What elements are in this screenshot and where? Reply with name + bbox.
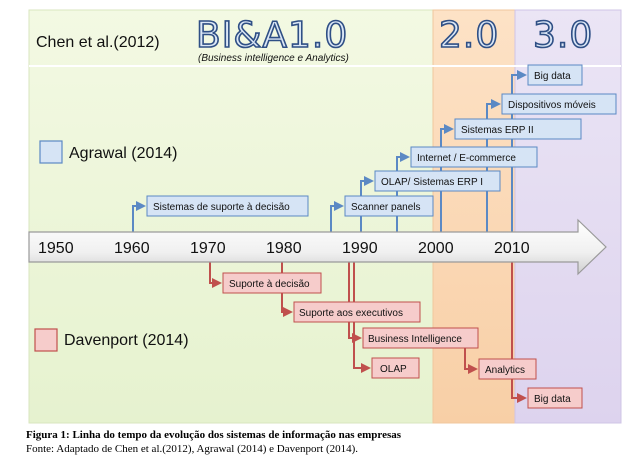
davenport-legend-swatch (34, 328, 58, 352)
era2-background (432, 9, 516, 424)
davenport-item: Suporte aos executivos (293, 301, 421, 323)
year-label: 1970 (190, 240, 226, 257)
agrawal-item-label: OLAP/ Sistemas ERP I (381, 177, 483, 188)
year-label: 1990 (342, 240, 378, 257)
timeline-years: 1950 1960 1970 1980 1990 2000 2010 (38, 240, 530, 257)
davenport-item: Suporte à decisão (222, 272, 322, 294)
davenport-item: Analytics (478, 358, 537, 380)
caption-title: Figura 1: Linha do tempo da evolução dos… (26, 429, 402, 441)
davenport-item-label: OLAP (380, 364, 407, 375)
agrawal-item-label: Sistemas ERP II (461, 125, 534, 136)
timeline-axis (28, 218, 607, 276)
caption-source: Fonte: Adaptado de Chen et al.(2012), Ag… (26, 443, 359, 455)
era2-label: 2.0 (439, 15, 499, 56)
agrawal-item-label: Sistemas de suporte à decisão (153, 202, 290, 213)
agrawal-item: Big data (527, 64, 583, 86)
era1-label: BI&A1.0 (196, 15, 348, 56)
agrawal-item: OLAP/ Sistemas ERP I (374, 170, 501, 192)
year-label: 1980 (266, 240, 302, 257)
davenport-connectors (209, 262, 527, 403)
davenport-item-label: Suporte à decisão (229, 279, 310, 290)
agrawal-item-label: Big data (534, 71, 571, 82)
agrawal-item: Sistemas de suporte à decisão (146, 195, 309, 217)
citation-label: Chen et al.(2012) (36, 34, 160, 51)
agrawal-item-label: Internet / E-commerce (417, 153, 516, 164)
davenport-item: OLAP (371, 357, 420, 379)
agrawal-item: Scanner panels (344, 195, 434, 217)
agrawal-item: Dispositivos móveis (501, 93, 617, 115)
agrawal-legend-swatch (39, 140, 63, 164)
davenport-item-label: Big data (534, 394, 571, 405)
era1-subtitle: (Business intelligence e Analytics) (198, 53, 349, 64)
year-label: 2000 (418, 240, 454, 257)
davenport-legend-label: Davenport (2014) (64, 332, 189, 349)
era3-label: 3.0 (533, 15, 593, 56)
davenport-item: Business Intelligence (362, 327, 479, 349)
year-label: 1950 (38, 240, 74, 257)
figure-caption: Figura 1: Linha do tempo da evolução dos… (26, 428, 626, 456)
year-label: 2010 (494, 240, 530, 257)
davenport-item-label: Suporte aos executivos (299, 308, 403, 319)
davenport-item: Big data (527, 387, 583, 409)
davenport-item-label: Business Intelligence (368, 334, 462, 345)
timeline-figure: Chen et al.(2012) BI&A1.0 (Business inte… (28, 9, 622, 424)
agrawal-item: Internet / E-commerce (410, 146, 538, 168)
agrawal-item-label: Scanner panels (351, 202, 421, 213)
agrawal-item: Sistemas ERP II (454, 118, 582, 140)
davenport-item-label: Analytics (485, 365, 525, 376)
year-label: 1960 (114, 240, 150, 257)
agrawal-item-label: Dispositivos móveis (508, 100, 596, 111)
agrawal-legend-label: Agrawal (2014) (69, 145, 178, 162)
